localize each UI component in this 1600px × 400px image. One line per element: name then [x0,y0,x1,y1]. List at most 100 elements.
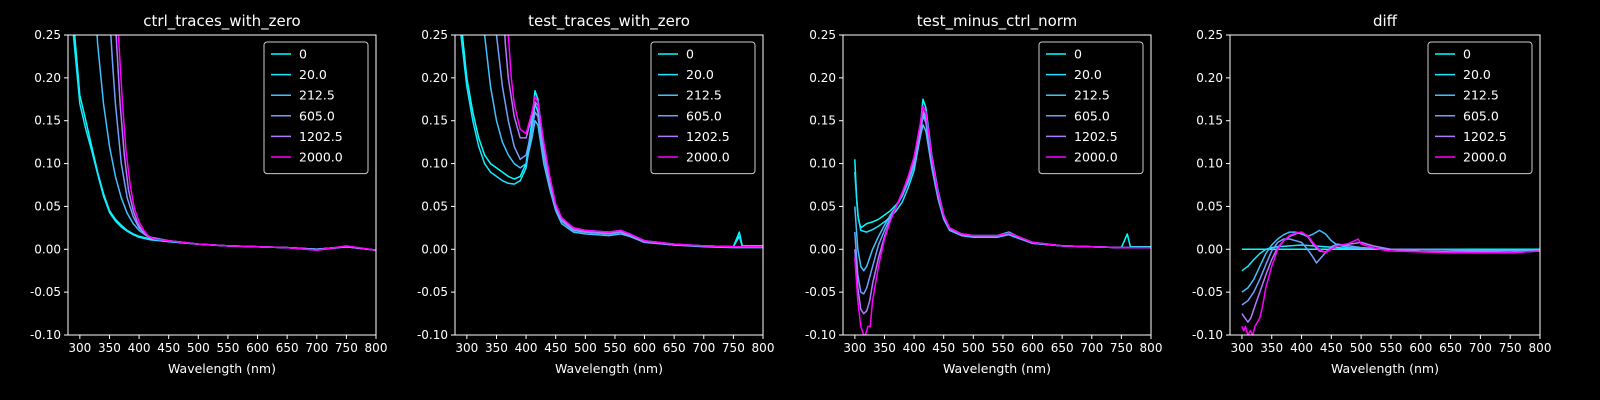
y-tick-label: 0.15 [809,114,836,128]
series-line-2000.0 [1241,231,1540,335]
y-tick-label: 0.20 [34,71,61,85]
legend-label: 212.5 [686,88,722,103]
legend-label: 605.0 [1463,108,1499,123]
x-tick-label: 650 [276,341,299,355]
plot-frame [454,34,764,336]
legend-label: 20.0 [686,67,714,82]
x-axis-label: Wavelength (nm) [943,361,1051,376]
x-tick-label: 300 [68,341,91,355]
series-line-2000.0 [854,105,1151,335]
y-tick-label: -0.10 [1192,328,1223,342]
x-tick-label: 450 [157,341,180,355]
x-tick-label: 350 [873,341,896,355]
y-tick-label: 0.10 [809,157,836,171]
y-tick-label: -0.05 [417,285,448,299]
chart-panel-0: ctrl_traces_with_zero 300 350 400 450 500 550 6… [30,12,388,376]
series-line-1202.5 [504,35,763,248]
x-tick-label: 600 [1021,341,1044,355]
legend-label: 20.0 [1074,67,1102,82]
chart-panel-2: test_minus_ctrl_norm 300 350 400 450 500 550 60… [805,12,1163,376]
x-tick-label: 650 [1051,341,1074,355]
x-tick-label: 400 [515,341,538,355]
y-tick-label: 0.20 [421,71,448,85]
y-tick-label: 0.25 [1196,28,1223,42]
legend-label: 1202.5 [1074,129,1118,144]
series-group [460,35,763,249]
y-tick-label: 0.15 [1196,114,1223,128]
x-tick-label: 400 [128,341,151,355]
legend-label: 2000.0 [1463,150,1507,165]
y-tick-label: -0.05 [805,285,836,299]
x-axis-label: Wavelength (nm) [168,361,276,376]
x-tick-label: 350 [485,341,508,355]
x-axis-label: Wavelength (nm) [1331,361,1439,376]
y-tick-label: -0.05 [30,285,61,299]
legend-label: 0 [1463,47,1471,62]
legend-label: 2000.0 [686,150,730,165]
y-tick-label: -0.05 [1192,285,1223,299]
y-tick-label: 0.00 [34,242,61,256]
legend-label: 605.0 [686,108,722,123]
y-tick-label: 0.05 [1196,199,1223,213]
x-tick-label: 550 [216,341,239,355]
legend-label: 0 [299,47,307,62]
plot-frame [1229,34,1541,336]
legend-label: 1202.5 [1463,129,1507,144]
legend-label: 0 [1074,47,1082,62]
plot-frame [67,34,377,336]
x-tick-label: 350 [1260,341,1283,355]
x-tick-label: 700 [692,341,715,355]
plot-frame [842,34,1152,336]
legend: 0 20.0 212.5 605.0 1202.5 2000.0 [1427,41,1533,175]
x-tick-label: 300 [843,341,866,355]
series-line-2000.0 [507,35,763,248]
y-tick-label: 0.25 [421,28,448,42]
x-tick-label: 450 [932,341,955,355]
chart-panel-3: diff 300 350 400 450 500 550 600 650 700 750 800 -0.… [1192,12,1552,376]
x-tick-label: 550 [1380,341,1403,355]
series-line-605.0 [854,115,1151,295]
x-tick-label: 550 [991,341,1014,355]
series-group [1241,229,1540,335]
legend-label: 212.5 [1074,88,1110,103]
y-tick-label: 0.10 [421,157,448,171]
y-tick-label: 0.25 [809,28,836,42]
legend-label: 212.5 [299,88,335,103]
x-tick-label: 600 [633,341,656,355]
x-tick-label: 750 [335,341,358,355]
x-tick-label: 800 [1529,341,1552,355]
x-tick-label: 350 [98,341,121,355]
x-tick-label: 750 [722,341,745,355]
legend-label: 20.0 [299,67,327,82]
chart-title: ctrl_traces_with_zero [143,12,300,31]
y-tick-label: 0.05 [34,199,61,213]
y-tick-label: 0.15 [34,114,61,128]
x-tick-label: 600 [246,341,269,355]
x-tick-label: 300 [455,341,478,355]
x-tick-label: 750 [1110,341,1133,355]
chart-title: diff [1373,12,1398,30]
y-tick-label: 0.15 [421,114,448,128]
legend-label: 605.0 [299,108,335,123]
legend-label: 1202.5 [299,129,343,144]
series-group [854,98,1151,335]
legend-label: 1202.5 [686,129,730,144]
series-line-605.0 [1241,238,1540,306]
y-tick-label: -0.10 [30,328,61,342]
y-tick-label: -0.10 [805,328,836,342]
x-tick-label: 700 [1469,341,1492,355]
x-tick-label: 800 [752,341,775,355]
chart-title: test_minus_ctrl_norm [917,12,1078,31]
y-tick-label: 0.05 [809,199,836,213]
y-tick-label: 0.00 [809,242,836,256]
series-line-2000.0 [117,35,376,251]
series-line-1202.5 [1241,231,1540,323]
legend: 0 20.0 212.5 605.0 1202.5 2000.0 [650,41,756,175]
legend: 0 20.0 212.5 605.0 1202.5 2000.0 [263,41,369,175]
x-tick-label: 700 [1080,341,1103,355]
y-tick-label: 0.00 [421,242,448,256]
x-tick-label: 800 [1140,341,1163,355]
x-tick-label: 500 [574,341,597,355]
y-tick-label: 0.20 [809,71,836,85]
